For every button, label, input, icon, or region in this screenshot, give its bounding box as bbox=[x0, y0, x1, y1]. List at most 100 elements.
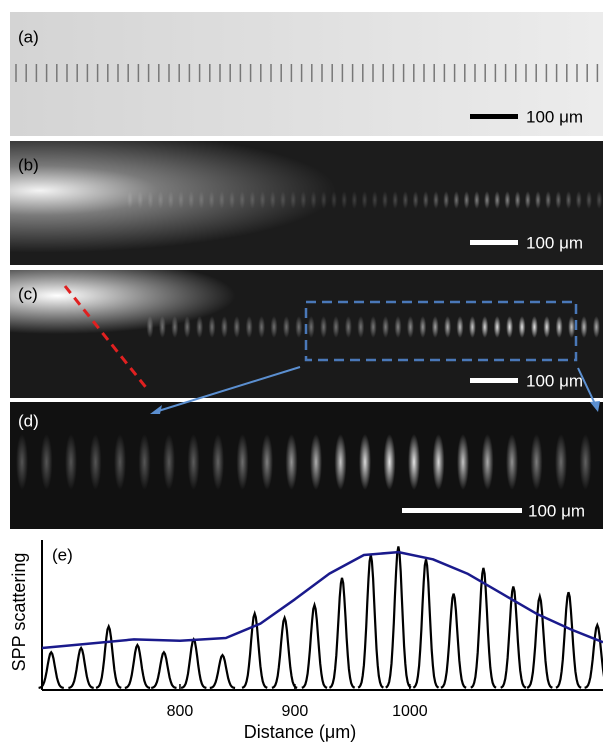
peak bbox=[68, 645, 94, 689]
grating-spot bbox=[506, 316, 514, 338]
grating-spot bbox=[402, 191, 409, 209]
peak bbox=[555, 591, 582, 689]
grating-spot bbox=[580, 316, 588, 338]
grating-spot bbox=[361, 191, 368, 209]
grating-spot bbox=[494, 191, 501, 209]
grating-spot bbox=[269, 191, 276, 209]
panel-label: (a) bbox=[18, 27, 39, 46]
grating-spot bbox=[183, 316, 191, 338]
grating-spot bbox=[484, 191, 490, 209]
grating-spot bbox=[320, 316, 328, 338]
grating-spot bbox=[530, 434, 543, 490]
grating-spot bbox=[463, 191, 470, 209]
grating-spot bbox=[208, 316, 216, 338]
grating-spot bbox=[504, 191, 511, 209]
zoom-arrow bbox=[154, 366, 301, 413]
grating-spot bbox=[208, 191, 215, 209]
grating-spot bbox=[261, 434, 273, 490]
grating-spot bbox=[431, 316, 439, 338]
panel-b-image bbox=[10, 141, 603, 265]
grating-spot bbox=[157, 191, 164, 209]
grating-spot bbox=[65, 434, 77, 490]
grating-spot bbox=[394, 316, 402, 338]
chart: (e) Distance (μm) SPP scattering 800 900 1… bbox=[9, 540, 603, 742]
grating-spot bbox=[249, 191, 256, 209]
grating-spot bbox=[545, 191, 552, 209]
grating-spot bbox=[443, 191, 450, 209]
grating-spot bbox=[158, 316, 166, 338]
scale-bar bbox=[470, 378, 518, 383]
grating-spot bbox=[332, 316, 340, 338]
panel-label: (b) bbox=[18, 155, 39, 174]
grating-spot bbox=[481, 316, 489, 338]
peak bbox=[584, 622, 603, 689]
grating-spot bbox=[258, 316, 266, 338]
grating-spot bbox=[178, 191, 184, 209]
grating-spot bbox=[406, 316, 414, 338]
grating-spot bbox=[16, 434, 28, 490]
grating-spot bbox=[514, 191, 521, 209]
scale-label: 100 μm bbox=[526, 233, 583, 252]
grating-spot bbox=[408, 434, 420, 490]
peak bbox=[241, 609, 268, 689]
grating-spot bbox=[344, 316, 352, 338]
grating-spot bbox=[295, 316, 303, 338]
peak bbox=[124, 642, 151, 689]
grating-spot bbox=[383, 434, 396, 490]
grating-spot bbox=[555, 191, 562, 209]
grating-spot bbox=[163, 434, 175, 490]
grating-spot bbox=[453, 191, 460, 209]
grating-spot bbox=[220, 316, 228, 338]
peak bbox=[151, 650, 177, 689]
grating-spot bbox=[524, 191, 531, 209]
x-tick-label: 1000 bbox=[392, 703, 428, 720]
x-tick-label: 900 bbox=[282, 703, 309, 720]
grating-spot bbox=[285, 434, 298, 490]
peak bbox=[385, 546, 412, 689]
grating-spot bbox=[586, 191, 592, 209]
grating-spot bbox=[89, 434, 102, 490]
grating-spot bbox=[138, 434, 151, 490]
images bbox=[10, 12, 603, 529]
grating-spot bbox=[114, 434, 126, 490]
peak bbox=[412, 559, 440, 689]
grating-spot bbox=[187, 434, 200, 490]
red-dashed-line bbox=[63, 285, 150, 391]
grating-spot bbox=[282, 316, 290, 338]
grating-spot bbox=[369, 316, 377, 338]
peak bbox=[440, 593, 467, 689]
grating-spot bbox=[456, 316, 464, 338]
peak bbox=[271, 614, 298, 689]
peak bbox=[526, 592, 553, 689]
peak bbox=[180, 636, 207, 689]
scale-label: 100 μm bbox=[526, 371, 583, 390]
peak bbox=[38, 650, 64, 689]
grating-spot bbox=[300, 191, 307, 209]
grating-spot bbox=[146, 316, 154, 338]
grating-spot bbox=[40, 434, 53, 490]
grating-spot bbox=[382, 316, 390, 338]
grating-spot bbox=[245, 316, 253, 338]
grating-spot bbox=[592, 316, 600, 338]
grating-spot bbox=[555, 434, 567, 490]
zoom-arrow bbox=[577, 367, 597, 407]
grating-spot bbox=[331, 191, 337, 209]
peak bbox=[301, 601, 328, 689]
chart-label: (e) bbox=[52, 545, 73, 564]
grating-spot bbox=[198, 191, 205, 209]
grating-spot bbox=[229, 191, 235, 209]
scale-bar bbox=[402, 508, 522, 513]
grating-spot bbox=[530, 316, 538, 338]
grating-spot bbox=[392, 191, 399, 209]
grating-spot bbox=[575, 191, 582, 209]
grating-spot bbox=[233, 316, 241, 338]
grating-spot bbox=[307, 316, 315, 338]
grating-spot bbox=[412, 191, 419, 209]
grating-spot bbox=[422, 191, 429, 209]
y-axis-label: SPP scattering bbox=[9, 553, 29, 672]
grating-spot bbox=[341, 191, 348, 209]
scale-bar bbox=[470, 240, 518, 245]
grating-spot bbox=[579, 434, 592, 490]
grating-spot bbox=[137, 191, 144, 209]
